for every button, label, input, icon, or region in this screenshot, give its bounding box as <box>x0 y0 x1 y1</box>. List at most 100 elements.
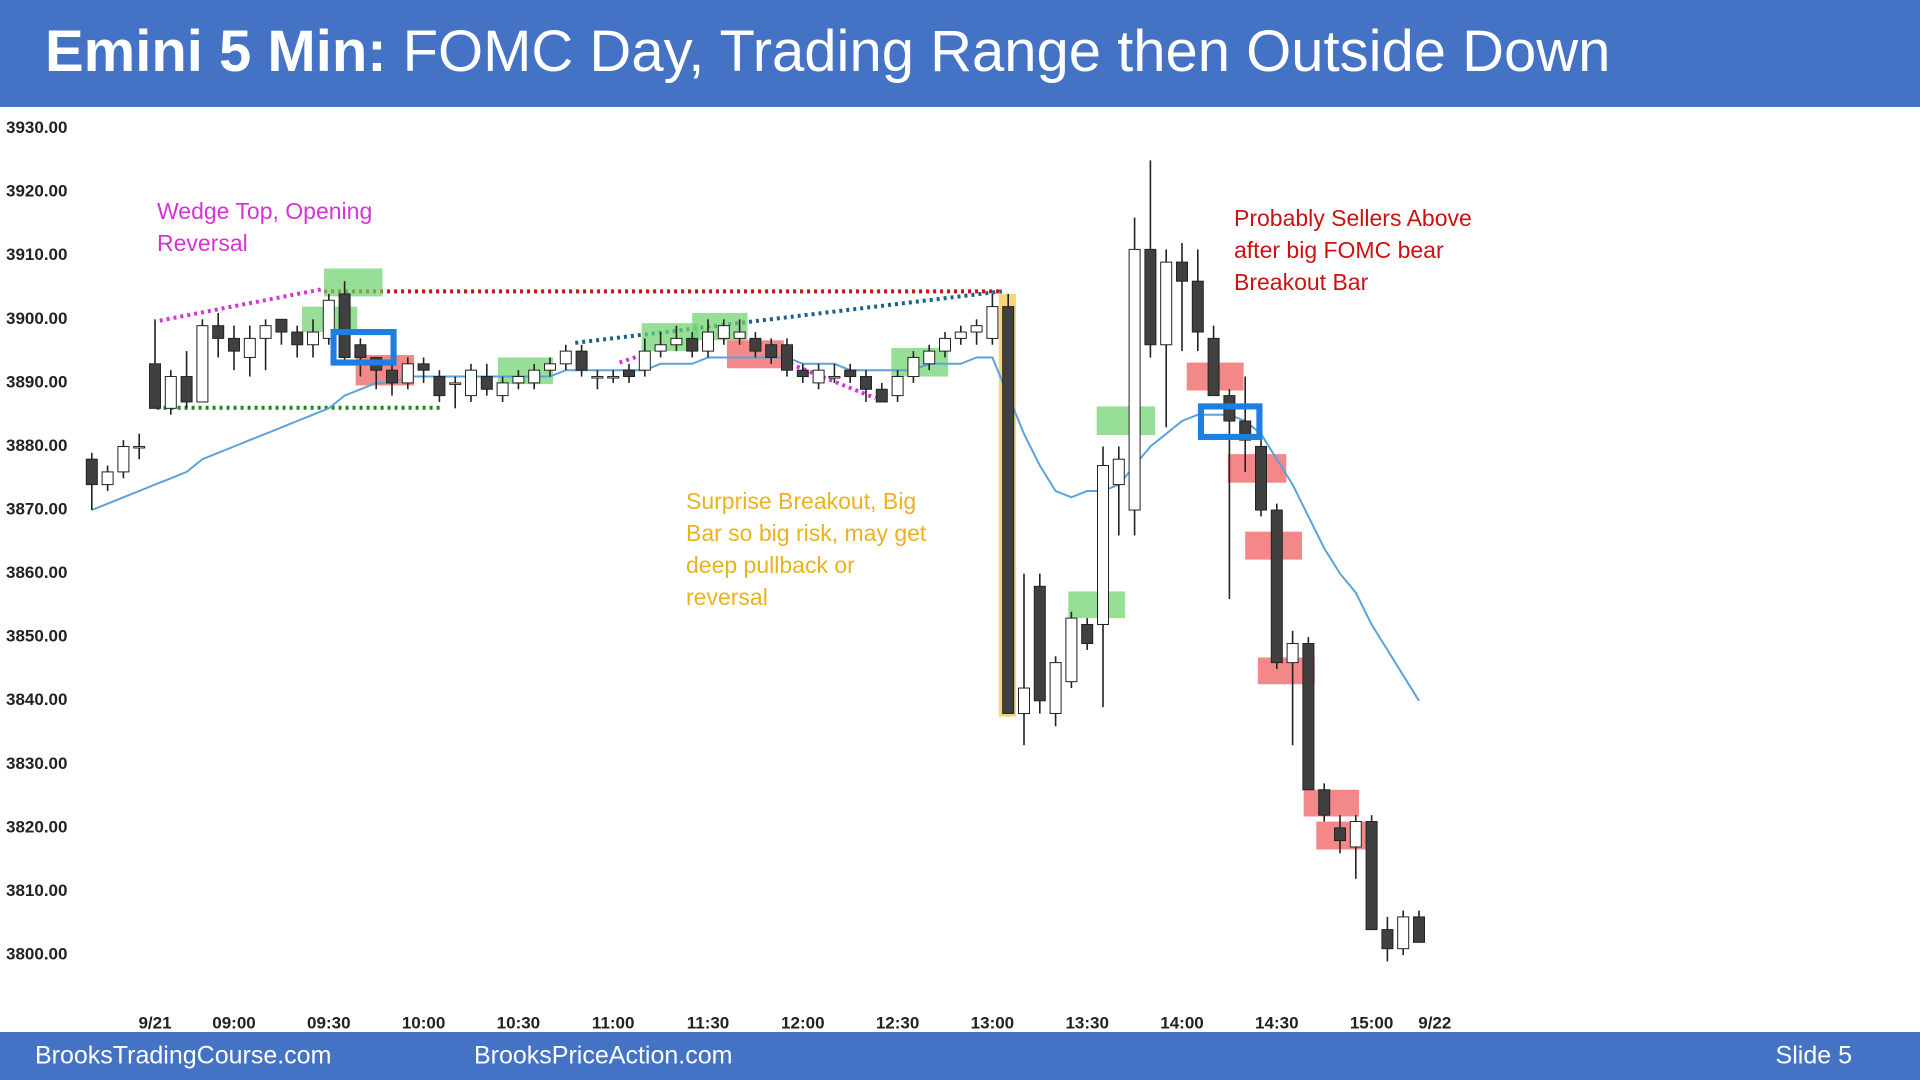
candle-body <box>654 344 667 352</box>
candle-body <box>101 471 114 486</box>
candle-body <box>828 376 841 379</box>
annotation: Bar so big risk, may get <box>686 520 927 546</box>
candle-body <box>1381 929 1394 950</box>
x-tick-label: 11:00 <box>592 1013 635 1032</box>
x-tick-label: 12:30 <box>876 1013 919 1032</box>
highlight-box <box>1096 406 1156 436</box>
y-tick-label: 3850.00 <box>6 627 67 646</box>
candle-body <box>891 376 904 397</box>
x-tick-label: 15:00 <box>1350 1013 1393 1032</box>
x-tick-label: 09:00 <box>212 1013 255 1032</box>
candle-body <box>733 331 746 339</box>
annotation: Breakout Bar <box>1234 269 1369 295</box>
y-tick-label: 3810.00 <box>6 881 67 900</box>
footer-left: BrooksTradingCourse.com <box>35 1042 331 1070</box>
candle-body <box>970 325 983 333</box>
candle-body <box>1302 643 1315 791</box>
candle-body <box>875 388 888 403</box>
candle-body <box>559 350 572 365</box>
candle-body <box>1270 509 1283 664</box>
x-tick-label: 10:00 <box>402 1013 445 1032</box>
candle-body <box>322 299 335 339</box>
candle-body <box>686 337 699 352</box>
x-tick-label: 09:30 <box>307 1013 350 1032</box>
candle-body <box>860 376 872 390</box>
candle-body <box>844 369 857 378</box>
x-tick-label: 9/21 <box>138 1013 171 1032</box>
candle-body <box>133 445 146 449</box>
y-tick-label: 3910.00 <box>6 245 67 264</box>
candle-body <box>1144 248 1157 346</box>
candle-body <box>812 369 825 384</box>
candle-body <box>512 376 525 384</box>
highlight-box <box>891 347 949 377</box>
annotation: after big FOMC bear <box>1234 237 1444 263</box>
candle-body <box>939 337 951 352</box>
candle-body <box>623 369 635 378</box>
annotation: Surprise Breakout, Big <box>686 488 916 514</box>
trend-line <box>575 289 1003 345</box>
candle-body <box>796 369 809 378</box>
y-tick-label: 3860.00 <box>6 563 67 582</box>
candle-body <box>528 369 541 384</box>
highlight-box <box>1303 789 1359 817</box>
y-tick-label: 3840.00 <box>6 690 67 709</box>
candle-body <box>1191 280 1204 333</box>
y-tick-label: 3830.00 <box>6 754 67 773</box>
x-tick-label: 14:30 <box>1255 1013 1298 1032</box>
candle-body <box>1255 445 1267 511</box>
footer-center: BrooksPriceAction.com <box>474 1042 732 1070</box>
y-tick-label: 3920.00 <box>6 182 67 201</box>
plot: 3800.00 3810.00 3820.00 3830.00 3840.00 3850.… <box>0 118 1472 1032</box>
candle-body <box>544 363 556 371</box>
candle-body <box>717 325 730 339</box>
candle-body <box>433 376 446 397</box>
candle-body <box>749 337 762 352</box>
footer-bar <box>0 1032 1920 1080</box>
slide-title: Emini 5 Min: FOMC Day, Trading Range then… <box>45 19 1610 84</box>
candle-body <box>1018 687 1030 714</box>
candle-body <box>85 458 98 486</box>
x-tick-label: 13:00 <box>971 1013 1014 1032</box>
y-tick-label: 3930.00 <box>6 118 67 137</box>
candle-body <box>1349 821 1362 848</box>
title-bold: Emini 5 Min: <box>45 19 387 84</box>
candle-body <box>907 356 920 378</box>
highlight-box <box>1068 591 1126 619</box>
candle-body <box>1049 662 1062 714</box>
footer-right: Slide 5 <box>1776 1042 1852 1070</box>
x-tick-label: 13:30 <box>1065 1013 1108 1032</box>
candle-body <box>496 382 509 397</box>
highlight-box <box>497 357 554 385</box>
candle-body <box>228 337 240 352</box>
candle-body <box>1065 617 1078 683</box>
candle-body <box>1128 248 1141 511</box>
candle-body <box>1112 458 1125 486</box>
y-tick-label: 3900.00 <box>6 309 67 328</box>
candle-body <box>1160 261 1173 346</box>
candle-body <box>149 363 161 409</box>
trend-line <box>783 359 877 401</box>
ema-line <box>91 356 1420 702</box>
header-bar <box>0 0 1920 107</box>
x-tick-label: 9/22 <box>1418 1013 1451 1032</box>
x-tick-label: 14:00 <box>1160 1013 1203 1032</box>
candle-body <box>417 363 430 371</box>
candle-body <box>401 363 414 384</box>
annotation: Wedge Top, Opening <box>157 198 372 224</box>
annotation: deep pullback or <box>686 552 855 578</box>
candle-body <box>575 350 588 371</box>
candle-body <box>986 306 999 339</box>
candle-body <box>781 344 793 371</box>
trend-line <box>159 286 325 323</box>
x-tick-label: 10:30 <box>497 1013 540 1032</box>
annotation: reversal <box>686 584 768 610</box>
y-tick-label: 3800.00 <box>6 945 67 964</box>
candle-body <box>354 344 367 358</box>
title-rest: FOMC Day, Trading Range then Outside Dow… <box>403 19 1611 84</box>
annotation: Reversal <box>157 230 248 256</box>
candle-body <box>1081 623 1094 645</box>
candle-body <box>1033 585 1046 702</box>
candle-body <box>449 382 462 385</box>
